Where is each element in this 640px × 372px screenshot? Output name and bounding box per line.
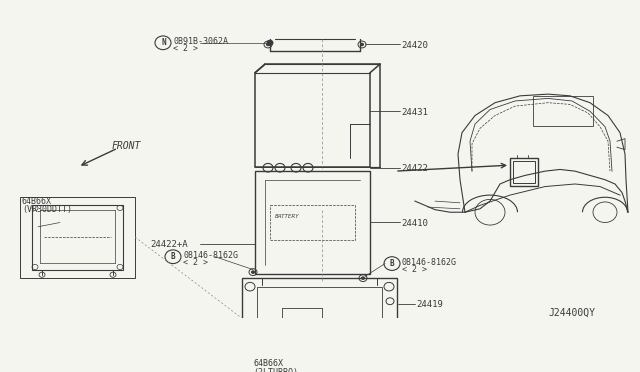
Bar [510,158,538,186]
Text: B: B [390,259,394,268]
Text: < 2 >: < 2 > [183,259,208,267]
Text: FRONT: FRONT [112,141,141,151]
Circle shape [267,40,273,45]
Text: 24422: 24422 [401,164,428,173]
Text: (2LTURBO): (2LTURBO) [253,368,298,372]
Bar [513,161,535,183]
Text: 64B66X: 64B66X [22,197,52,206]
Circle shape [360,43,364,46]
Text: 0B91B-3062A: 0B91B-3062A [173,37,228,46]
Text: 08146-8162G: 08146-8162G [402,257,457,267]
Text: B: B [171,252,175,261]
Text: < 2 >: < 2 > [402,265,427,274]
Text: 64B66X: 64B66X [253,359,283,368]
Bar [20,197,135,278]
Bar [242,278,397,359]
Bar [32,205,123,270]
Bar [270,205,355,240]
Text: BATTERY: BATTERY [275,214,300,219]
Text: 24420: 24420 [401,41,428,50]
Circle shape [266,43,269,46]
Text: J24400QY: J24400QY [548,308,595,318]
Bar [257,287,382,351]
Circle shape [252,271,255,273]
Text: 24431: 24431 [401,108,428,117]
Circle shape [362,277,365,279]
Text: 24410: 24410 [401,219,428,228]
Text: N: N [162,38,166,47]
Bar [255,171,370,274]
Text: 24419: 24419 [416,300,443,310]
Text: (VR30DDTT): (VR30DDTT) [22,205,72,214]
Bar [533,96,593,126]
Text: 08146-8162G: 08146-8162G [183,251,238,260]
Text: 24422+A: 24422+A [150,240,188,250]
Text: < 2 >: < 2 > [173,45,198,54]
